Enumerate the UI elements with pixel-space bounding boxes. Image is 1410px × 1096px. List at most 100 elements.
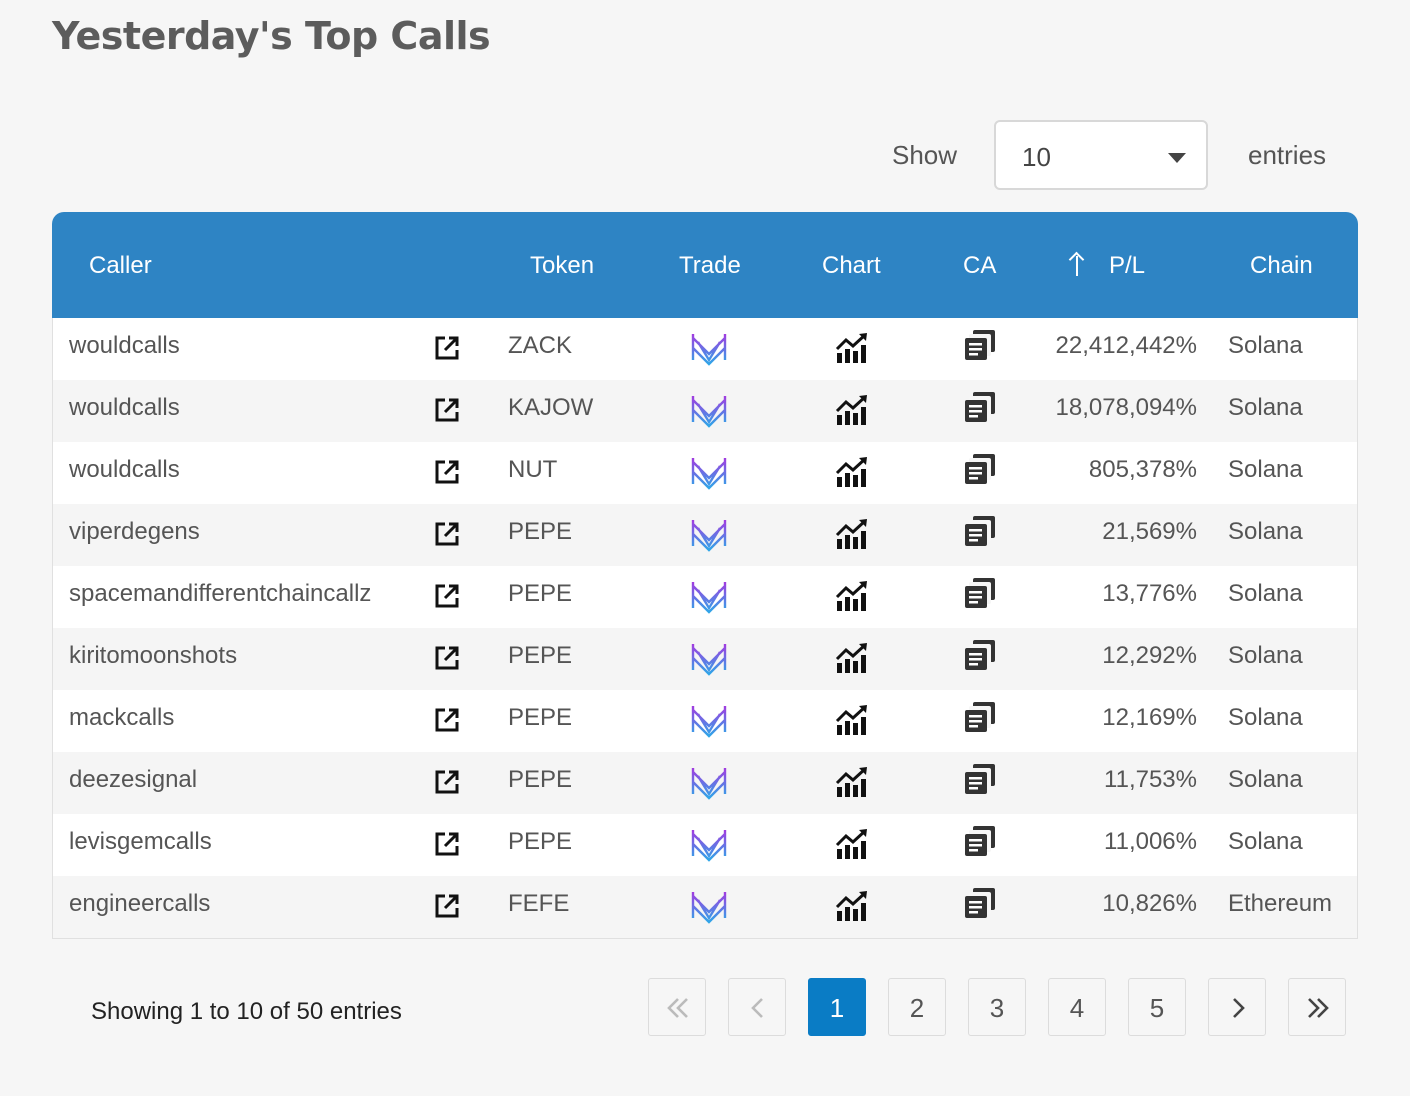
last-page-button[interactable] <box>1288 978 1346 1036</box>
trade-logo-icon[interactable] <box>689 516 729 552</box>
chart-icon[interactable] <box>835 393 869 427</box>
page-button-3[interactable]: 3 <box>968 978 1026 1036</box>
chain-name: Solana <box>1228 394 1303 421</box>
column-header-ca[interactable]: CA <box>963 252 997 279</box>
chart-icon[interactable] <box>835 331 869 365</box>
entries-per-page-value: 10 <box>1022 142 1051 172</box>
token-symbol: NUT <box>508 456 558 483</box>
profit-loss-value: 12,292% <box>1102 642 1197 669</box>
trade-logo-icon[interactable] <box>689 764 729 800</box>
copy-icon[interactable] <box>963 452 997 486</box>
caller-name[interactable]: wouldcalls <box>69 332 180 359</box>
external-link-icon[interactable] <box>433 520 461 548</box>
caller-name[interactable]: deezesignal <box>69 766 198 793</box>
external-link-icon[interactable] <box>433 830 461 858</box>
profit-loss-value: 10,826% <box>1102 890 1197 917</box>
chart-icon[interactable] <box>835 889 869 923</box>
chain-name: Solana <box>1228 828 1303 855</box>
table-row: viperdegens PEPE 21,569% Solana <box>53 504 1357 566</box>
chart-icon[interactable] <box>835 827 869 861</box>
external-link-icon[interactable] <box>433 706 461 734</box>
caller-name[interactable]: kiritomoonshots <box>69 642 238 669</box>
profit-loss-value: 21,569% <box>1102 518 1197 545</box>
external-link-icon[interactable] <box>433 396 461 424</box>
table-info: Showing 1 to 10 of 50 entries <box>91 998 402 1025</box>
chevron-right-icon <box>1233 998 1245 1018</box>
table-row: engineercalls FEFE 10,826% Ethereum <box>53 876 1357 938</box>
next-page-button[interactable] <box>1208 978 1266 1036</box>
copy-icon[interactable] <box>963 514 997 548</box>
token-symbol: ZACK <box>508 332 573 359</box>
external-link-icon[interactable] <box>433 582 461 610</box>
page-button-2[interactable]: 2 <box>888 978 946 1036</box>
caller-name[interactable]: wouldcalls <box>69 456 180 483</box>
chart-icon[interactable] <box>835 579 869 613</box>
trade-logo-icon[interactable] <box>689 392 729 428</box>
token-symbol: PEPE <box>508 642 573 669</box>
token-symbol: FEFE <box>508 890 570 917</box>
trade-logo-icon[interactable] <box>689 640 729 676</box>
entries-per-page-select[interactable]: 10 <box>994 120 1208 190</box>
copy-icon[interactable] <box>963 638 997 672</box>
trade-logo-icon[interactable] <box>689 888 729 924</box>
table-row: kiritomoonshots PEPE 12,292% Solana <box>53 628 1357 690</box>
page-button-5[interactable]: 5 <box>1128 978 1186 1036</box>
token-symbol: PEPE <box>508 704 573 731</box>
copy-icon[interactable] <box>963 886 997 920</box>
copy-icon[interactable] <box>963 390 997 424</box>
chain-name: Solana <box>1228 642 1303 669</box>
chart-icon[interactable] <box>835 455 869 489</box>
chart-icon[interactable] <box>835 517 869 551</box>
trade-logo-icon[interactable] <box>689 826 729 862</box>
copy-icon[interactable] <box>963 328 997 362</box>
caller-name[interactable]: viperdegens <box>69 518 200 545</box>
trade-logo-icon[interactable] <box>689 454 729 490</box>
copy-icon[interactable] <box>963 700 997 734</box>
copy-icon[interactable] <box>963 762 997 796</box>
external-link-icon[interactable] <box>433 334 461 362</box>
profit-loss-value: 22,412,442% <box>1055 332 1197 359</box>
column-header-chart[interactable]: Chart <box>822 252 881 279</box>
first-page-button[interactable] <box>648 978 706 1036</box>
chain-name: Solana <box>1228 456 1303 483</box>
caller-name[interactable]: spacemandifferentchaincallz <box>69 580 372 607</box>
chart-icon[interactable] <box>835 641 869 675</box>
double-chevron-right-icon <box>1308 998 1329 1018</box>
column-header-trade[interactable]: Trade <box>679 252 741 279</box>
table-row: deezesignal PEPE 11,753% Solana <box>53 752 1357 814</box>
table-row: mackcalls PEPE 12,169% Solana <box>53 690 1357 752</box>
external-link-icon[interactable] <box>433 892 461 920</box>
chart-icon[interactable] <box>835 765 869 799</box>
page-button-4[interactable]: 4 <box>1048 978 1106 1036</box>
double-chevron-left-icon <box>667 998 688 1018</box>
column-header-token[interactable]: Token <box>530 252 595 279</box>
column-header-caller[interactable]: Caller <box>89 252 152 279</box>
external-link-icon[interactable] <box>433 768 461 796</box>
calls-table: Caller Token Trade Chart CA P/L Chain wo… <box>52 212 1358 939</box>
copy-icon[interactable] <box>963 576 997 610</box>
caller-name[interactable]: mackcalls <box>69 704 175 731</box>
page-button-1[interactable]: 1 <box>808 978 866 1036</box>
caller-name[interactable]: wouldcalls <box>69 394 180 421</box>
table-row: spacemandifferentchaincallz PEPE 13,776% So… <box>53 566 1357 628</box>
trade-logo-icon[interactable] <box>689 330 729 366</box>
chevron-down-icon <box>1168 153 1186 163</box>
external-link-icon[interactable] <box>433 458 461 486</box>
external-link-icon[interactable] <box>433 644 461 672</box>
arrow-up-icon[interactable] <box>1068 251 1085 278</box>
profit-loss-value: 12,169% <box>1102 704 1197 731</box>
profit-loss-value: 11,006% <box>1104 828 1197 855</box>
trade-logo-icon[interactable] <box>689 578 729 614</box>
previous-page-button[interactable] <box>728 978 786 1036</box>
column-header-pl[interactable]: P/L <box>1109 252 1146 279</box>
chevron-left-icon <box>751 998 763 1018</box>
chart-icon[interactable] <box>835 703 869 737</box>
chain-name: Ethereum <box>1228 890 1333 917</box>
trade-logo-icon[interactable] <box>689 702 729 738</box>
chain-name: Solana <box>1228 332 1303 359</box>
caller-name[interactable]: levisgemcalls <box>69 828 212 855</box>
caller-name[interactable]: engineercalls <box>69 890 211 917</box>
table-body: wouldcalls ZACK 22,412,442% Solana wouldcall… <box>52 318 1358 939</box>
copy-icon[interactable] <box>963 824 997 858</box>
column-header-chain[interactable]: Chain <box>1250 252 1313 279</box>
